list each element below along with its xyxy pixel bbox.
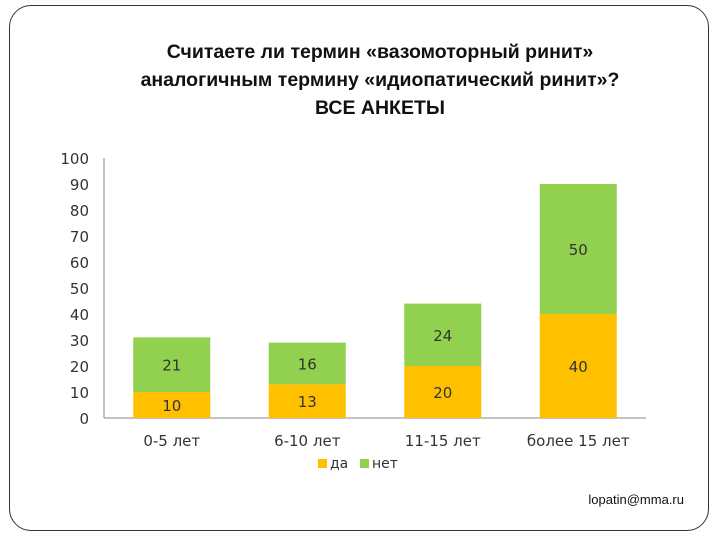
bar-da [404,366,482,418]
legend-label: да [330,456,348,472]
legend-label: нет [372,456,398,472]
bar-da [268,384,346,418]
y-tick-label: 90 [70,176,89,194]
bar-da [539,314,617,418]
data-label: 40 [569,358,588,376]
x-tick-label: 6-10 лет [274,432,341,450]
bar-net [268,342,346,385]
data-label: 20 [433,384,452,402]
data-label: 10 [162,397,181,415]
title-line-1: Считаете ли термин «вазомоторный ринит» [166,41,594,63]
bar-net [539,184,617,314]
bar-da [133,392,211,418]
x-tick-label: 0-5 лет [143,432,200,450]
data-label: 16 [298,355,317,373]
y-tick-label: 70 [70,228,89,246]
y-tick-label: 30 [70,332,89,350]
title-line-2: аналогичным термину «идиопатический рини… [140,69,620,91]
bar-net [404,303,482,366]
title-line-3: ВСЕ АНКЕТЫ [315,97,445,119]
y-tick-label: 20 [70,358,89,376]
y-tick-label: 80 [70,202,89,220]
data-label: 13 [298,393,317,411]
data-label: 21 [162,357,181,375]
y-tick-label: 10 [70,384,89,402]
data-label: 24 [433,327,452,345]
bar-net [133,337,211,392]
y-tick-label: 50 [70,280,89,298]
author-email: lopatin@mma.ru [588,492,684,507]
x-tick-label: 11-15 лет [405,432,481,450]
y-tick-label: 60 [70,254,89,272]
chart-title: Считаете ли термин «вазомоторный ринит» … [60,38,700,122]
y-tick-label: 100 [60,150,89,168]
data-label: 50 [569,241,588,259]
legend-swatch-net [360,459,369,468]
y-tick-label: 0 [79,410,89,428]
y-tick-label: 40 [70,306,89,324]
x-tick-label: более 15 лет [527,432,630,450]
legend-swatch-da [318,459,327,468]
